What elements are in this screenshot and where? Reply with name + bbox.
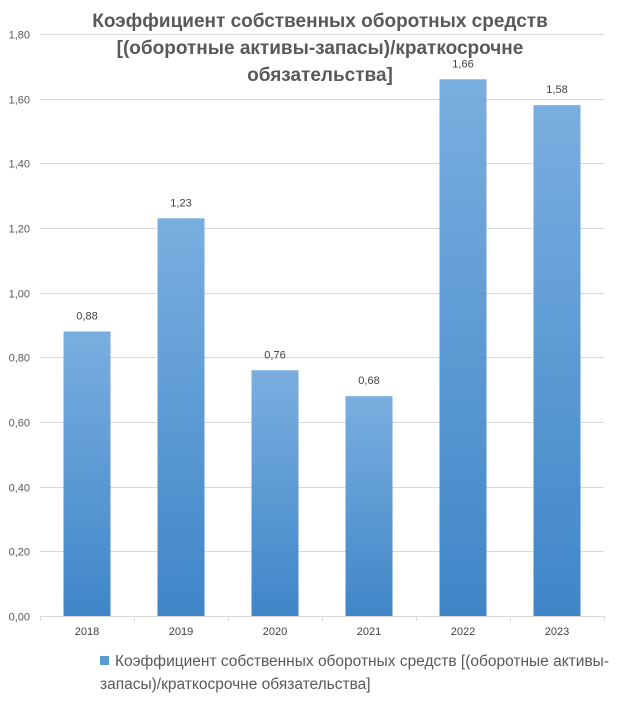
chart-title-line: [(оборотные активы-запасы)/краткосрочне <box>116 38 524 59</box>
y-tick-label: 0,20 <box>9 547 30 559</box>
legend-swatch <box>100 656 109 665</box>
y-tick-label: 1,80 <box>9 30 30 42</box>
data-labels: 0,88 1,23 0,76 0,68 1,66 1,58 <box>76 58 567 387</box>
data-label: 0,68 <box>358 375 379 387</box>
chart-title-line: обязательства] <box>247 65 393 86</box>
x-tick-label: 2023 <box>545 626 569 638</box>
y-tick-label: 0,60 <box>9 418 30 430</box>
x-tick-label: 2022 <box>451 626 475 638</box>
bar-2023 <box>533 105 581 616</box>
y-tick-label: 0,80 <box>9 353 30 365</box>
x-axis-tick-labels: 2018 2019 2020 2021 2022 2023 <box>75 626 569 638</box>
y-axis-tick-labels: 0,00 0,20 0,40 0,60 0,80 1,00 1,20 1,40 1,60 1,80 <box>9 30 30 624</box>
x-tick-label: 2018 <box>75 626 99 638</box>
y-tick-label: 1,40 <box>9 159 30 171</box>
bar-2018 <box>63 331 111 616</box>
data-label: 0,88 <box>76 310 97 322</box>
x-tick-label: 2021 <box>357 626 381 638</box>
data-label: 1,66 <box>452 58 473 70</box>
data-label: 0,76 <box>264 349 285 361</box>
y-tick-label: 1,60 <box>9 95 30 107</box>
gridlines <box>40 34 605 621</box>
chart-title: Коэффициент собственных оборотных средст… <box>60 8 580 89</box>
data-label: 1,58 <box>546 84 567 96</box>
bars <box>63 79 581 617</box>
chart-title-line: Коэффициент собственных оборотных средст… <box>92 11 548 32</box>
y-tick-label: 0,00 <box>9 612 30 624</box>
bar-2021 <box>345 396 393 616</box>
x-tick-label: 2020 <box>263 626 287 638</box>
bar-2019 <box>157 218 205 617</box>
y-tick-label: 1,00 <box>9 289 30 301</box>
data-label: 1,23 <box>170 197 191 209</box>
y-tick-label: 1,20 <box>9 224 30 236</box>
legend-label: Коэффициент собственных оборотных средст… <box>100 653 609 693</box>
bar-2020 <box>251 370 299 616</box>
bar-2022 <box>439 79 487 617</box>
x-tick-label: 2019 <box>169 626 193 638</box>
legend: Коэффициент собственных оборотных средст… <box>100 650 620 696</box>
y-tick-label: 0,40 <box>9 483 30 495</box>
